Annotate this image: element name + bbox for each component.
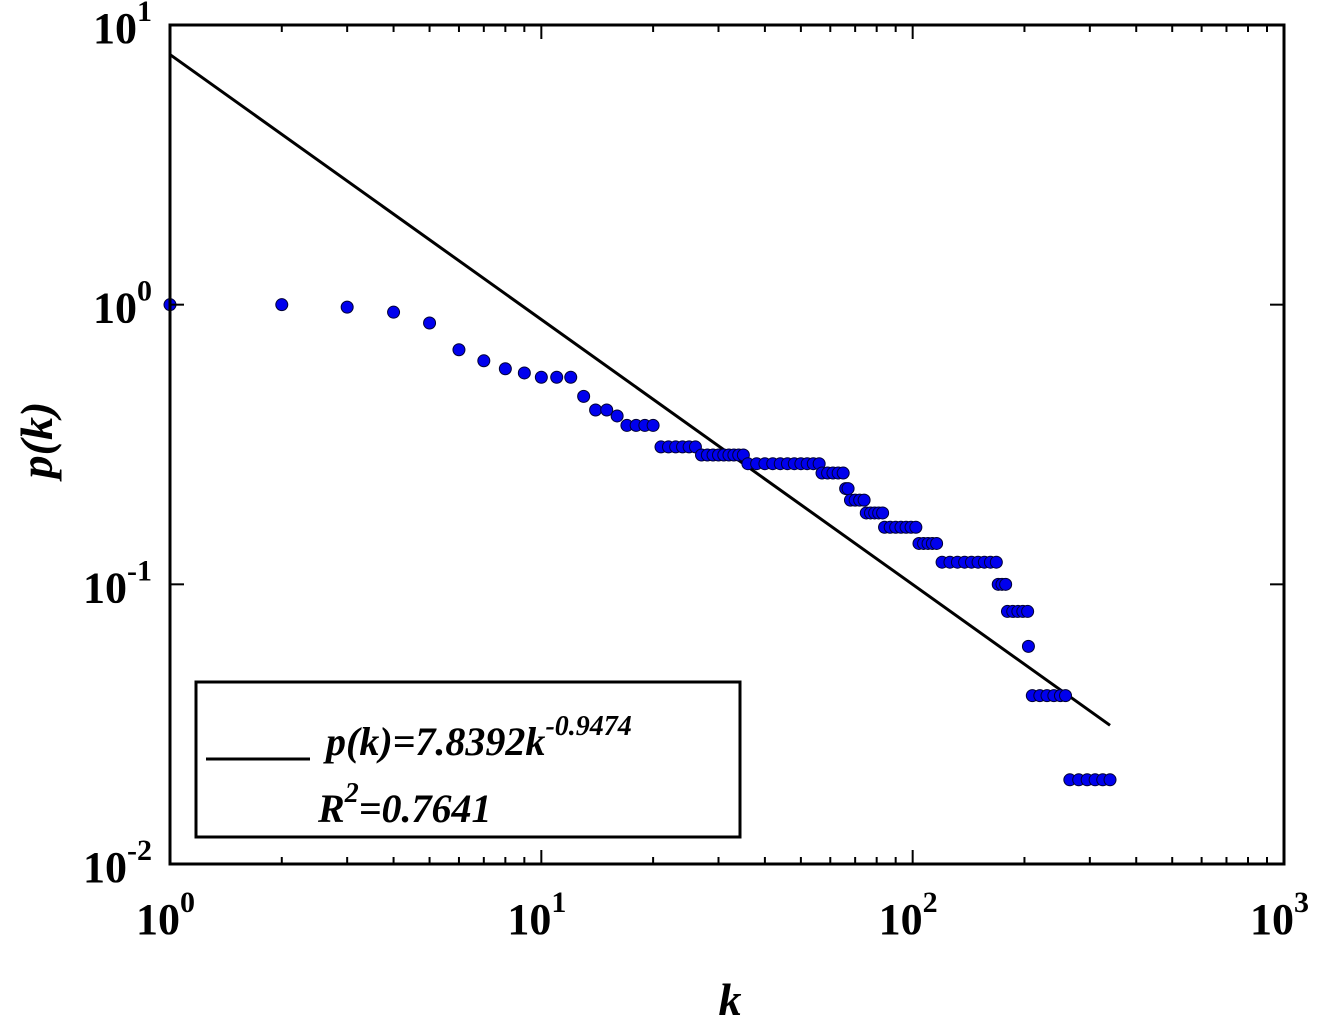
- legend-equation-exponent: -0.9474: [545, 711, 631, 742]
- data-point: [1103, 773, 1117, 787]
- data-point: [589, 403, 603, 417]
- y-tick-label: 100: [93, 275, 152, 333]
- data-point: [517, 366, 531, 380]
- power-law-fit-line: [169, 53, 1111, 727]
- legend-equation: p(k)=7.8392k-0.9474: [323, 711, 632, 764]
- data-point: [610, 409, 624, 423]
- data-point: [857, 493, 871, 507]
- legend-r-squared: R2=0.7641: [317, 778, 491, 831]
- data-point: [999, 577, 1013, 591]
- data-point: [646, 418, 660, 432]
- plot-frame: [168, 23, 1286, 866]
- data-point: [1059, 689, 1073, 703]
- data-point: [387, 305, 401, 319]
- data-point: [836, 466, 850, 480]
- data-point: [577, 389, 591, 403]
- data-point: [564, 370, 578, 384]
- fit-line-layer: [169, 53, 1111, 727]
- x-tick-label: 101: [507, 886, 566, 944]
- legend-r-symbol: R: [317, 786, 345, 831]
- x-axis-title: k: [719, 974, 742, 1025]
- data-points-layer: [163, 298, 1117, 787]
- x-tick-labels: 100 101 102 103: [136, 886, 1309, 944]
- data-point: [477, 354, 491, 368]
- data-point: [550, 370, 564, 384]
- y-tick-label: 101: [93, 0, 152, 53]
- data-point: [275, 298, 289, 312]
- y-axis-title: p(k): [11, 402, 62, 483]
- x-tick-label: 102: [879, 886, 938, 944]
- data-point: [600, 403, 614, 417]
- legend-r-superscript: 2: [344, 778, 359, 809]
- data-point: [930, 536, 944, 550]
- data-point: [1021, 639, 1035, 653]
- legend-r-value: =0.7641: [359, 786, 492, 831]
- y-tick-label: 10-2: [83, 834, 152, 892]
- data-point: [340, 300, 354, 314]
- data-point: [1021, 604, 1035, 618]
- x-tick-label: 103: [1250, 886, 1309, 944]
- y-tick-label: 10-1: [83, 554, 152, 612]
- axis-ticks: [170, 25, 1284, 864]
- y-tick-labels: 10-2 10-1 100 101: [83, 0, 152, 892]
- legend: p(k)=7.8392k-0.9474 R2=0.7641: [194, 680, 742, 839]
- data-point: [841, 482, 855, 496]
- data-point: [876, 506, 890, 520]
- data-point: [909, 520, 923, 534]
- x-tick-label: 100: [136, 886, 195, 944]
- data-point: [989, 555, 1003, 569]
- data-point: [534, 370, 548, 384]
- data-point: [423, 316, 437, 330]
- data-point: [452, 343, 466, 357]
- data-point: [498, 362, 512, 376]
- legend-equation-main: p(k)=7.8392k: [323, 719, 545, 764]
